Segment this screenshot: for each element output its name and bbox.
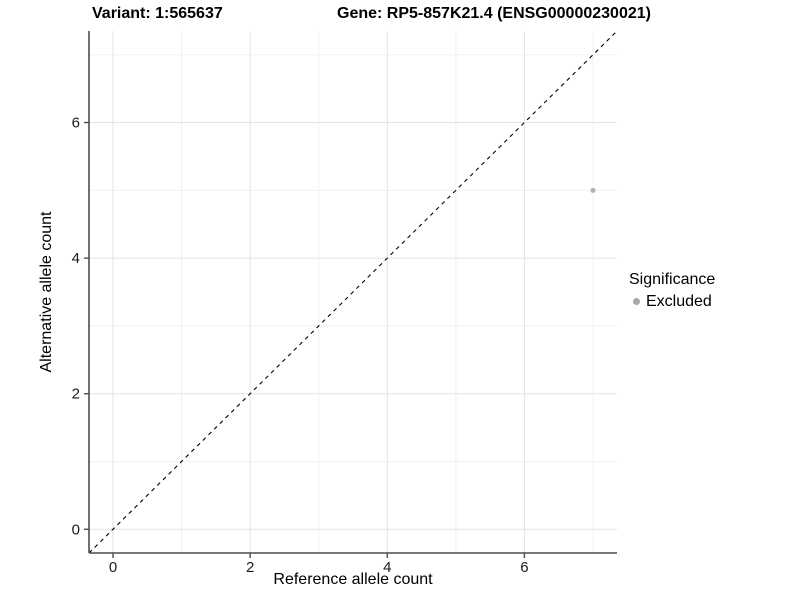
y-axis-label: Alternative allele count xyxy=(38,211,55,373)
legend-item: Excluded xyxy=(629,292,715,311)
x-tick-label: 0 xyxy=(109,559,117,576)
plot-title-gene: Gene: RP5-857K21.4 (ENSG00000230021) xyxy=(337,5,651,22)
y-tick-label: 6 xyxy=(72,115,80,132)
y-tick-label: 2 xyxy=(72,386,80,403)
identity-dashed-line xyxy=(88,30,618,554)
x-tick-label: 4 xyxy=(383,559,391,576)
plot-title-variant: Variant: 1:565637 xyxy=(92,5,223,22)
legend-title: Significance xyxy=(629,271,716,288)
legend: Significance Excluded xyxy=(629,270,715,311)
legend-item-label: Excluded xyxy=(646,293,712,310)
data-point xyxy=(590,187,596,193)
x-tick-label: 2 xyxy=(246,559,254,576)
legend-point-icon xyxy=(633,298,640,305)
y-tick-label: 0 xyxy=(72,521,80,538)
x-axis-label: Reference allele count xyxy=(273,571,433,588)
x-tick-label: 6 xyxy=(520,559,528,576)
y-tick-label: 4 xyxy=(72,250,80,267)
